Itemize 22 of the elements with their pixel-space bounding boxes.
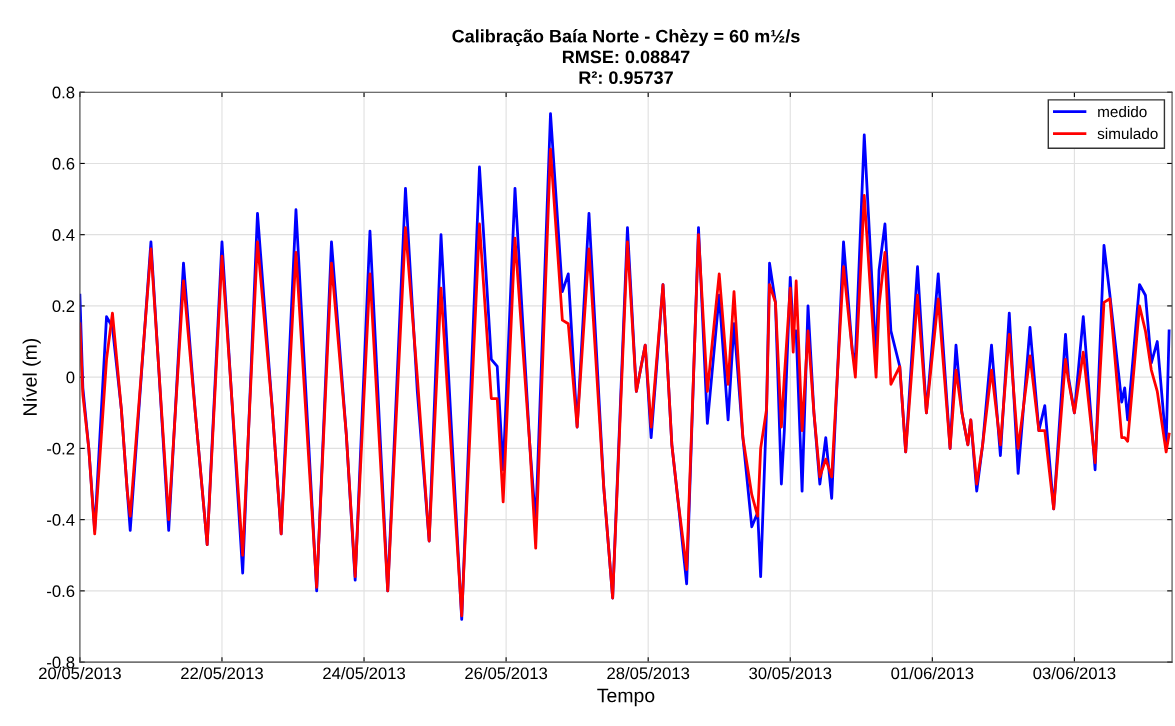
y-tick-label: 0.6 — [52, 157, 75, 170]
chart-title: Calibração Baía Norte - Chèzy = 60 m½/s RMSE: 0.08847 R²: 0.95737 — [452, 29, 800, 85]
y-axis-title: Nível (m) — [22, 338, 41, 415]
x-tick-label: 03/06/2013 — [1033, 666, 1116, 680]
legend-label: simulado — [1097, 127, 1158, 140]
legend-label: medido — [1098, 105, 1147, 118]
x-tick-label: 22/05/2013 — [181, 666, 263, 680]
y-tick-label: 0 — [66, 371, 75, 384]
y-tick-label: -0.4 — [47, 514, 75, 526]
y-tick-label: 0.2 — [52, 300, 75, 313]
x-tick-label: 30/05/2013 — [749, 666, 832, 680]
y-tick-label: -0.2 — [47, 442, 75, 455]
y-tick-label: 0.8 — [52, 86, 75, 99]
y-tick-label: 0.4 — [52, 229, 75, 241]
y-tick-label: -0.8 — [47, 656, 75, 669]
x-tick-label: 24/05/2013 — [323, 666, 406, 680]
x-tick-label: 20/05/2013 — [39, 666, 121, 680]
x-tick-label: 28/05/2013 — [607, 666, 690, 680]
y-tick-label: -0.6 — [47, 585, 75, 598]
x-axis-title: Tempo — [597, 688, 655, 707]
x-tick-label: 26/05/2013 — [465, 666, 548, 680]
x-tick-label: 01/06/2013 — [891, 666, 974, 680]
